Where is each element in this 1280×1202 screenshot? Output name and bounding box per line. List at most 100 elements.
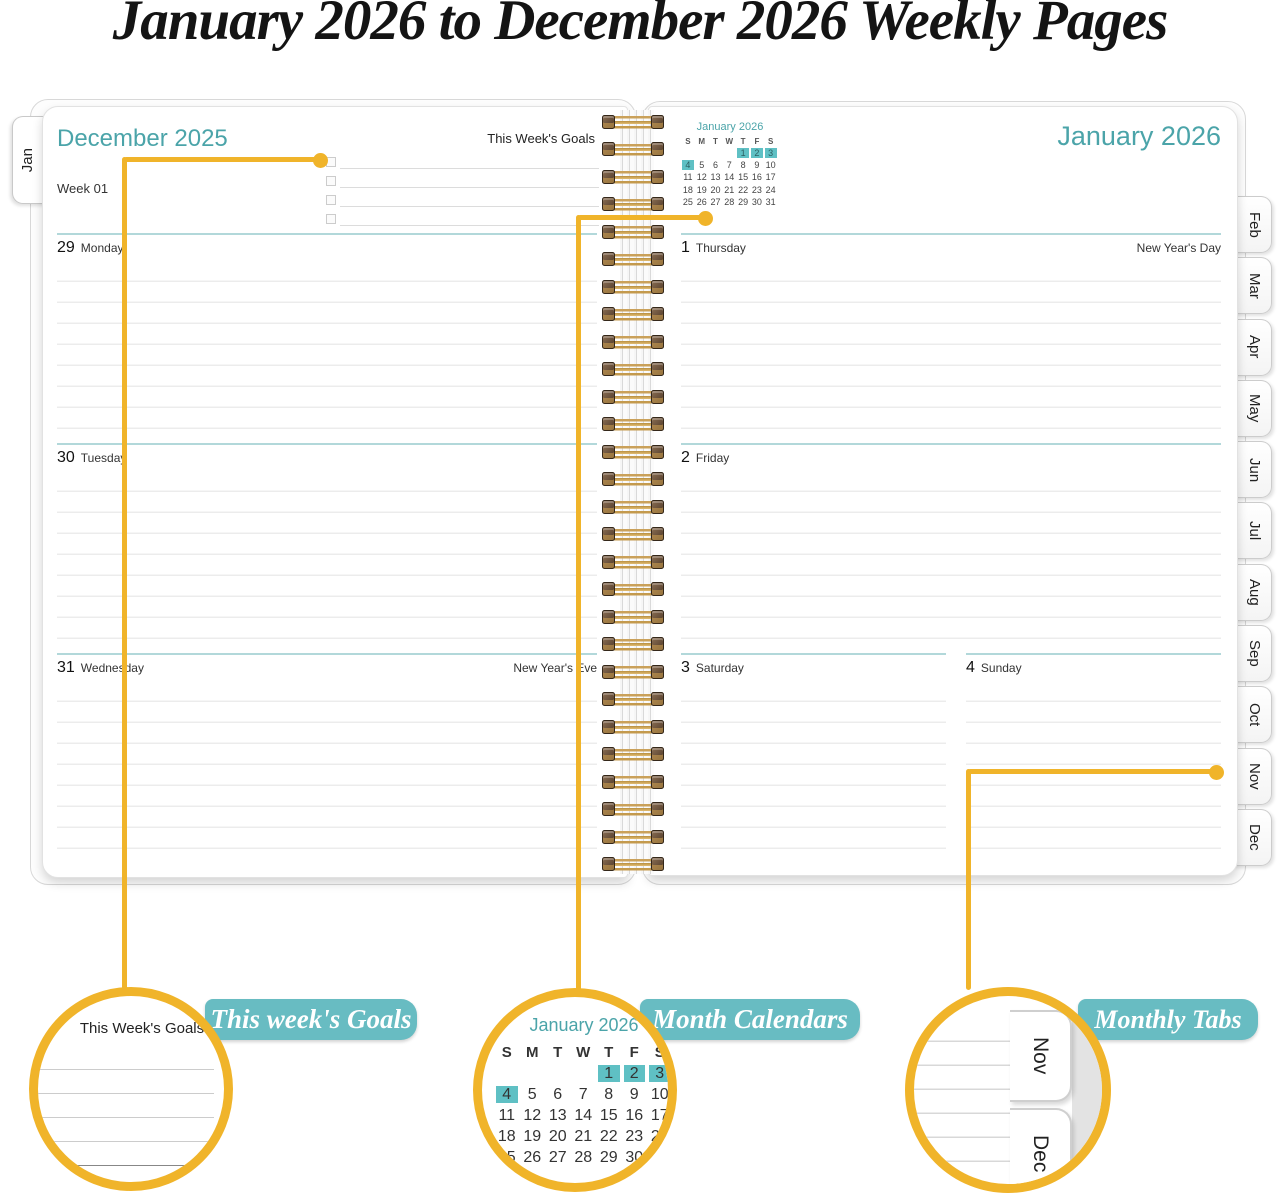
tabs-callout-label: Monthly Tabs (1078, 999, 1258, 1040)
spiral-coil (599, 554, 667, 570)
spiral-coil (599, 636, 667, 652)
spiral-coil (599, 224, 667, 240)
calendar-day-cell: 21 (574, 1128, 593, 1145)
calendar-day-cell: 19 (523, 1128, 542, 1145)
calendar-day-cell: 13 (548, 1107, 567, 1124)
goal-checkbox-row (326, 151, 599, 170)
calendar-day-cell: 2 (749, 147, 764, 160)
calendar-day-cell (709, 147, 723, 159)
calendar-day-cell: 24 (765, 184, 776, 195)
calendar-day-cell: 8 (740, 160, 746, 171)
goals-callout-label: This week's Goals (205, 999, 417, 1040)
day-name: Thursday (695, 241, 746, 255)
month-tab-jan-label: Jan (19, 147, 36, 173)
goals-callout-line (124, 157, 320, 162)
tabs-preview-column: Nov Dec (1010, 1010, 1072, 1184)
calendar-day-cell: 14 (724, 172, 735, 183)
spiral-coil (599, 196, 667, 212)
spiral-coil (599, 389, 667, 405)
spiral-coil (599, 664, 667, 680)
calendar-day-cell: 9 (629, 1086, 639, 1103)
tabs-callout-dot (1208, 764, 1224, 780)
calendar-day-cell: 17 (650, 1107, 669, 1124)
calendar-day-cell: 3 (763, 147, 778, 160)
calendar-day-cell: 18 (682, 184, 693, 195)
calendar-day-cell: 10 (650, 1086, 669, 1103)
day-number: 4 (966, 659, 975, 676)
calendar-day-cell: 21 (724, 184, 735, 195)
holiday-note: New Year's Day (1136, 241, 1221, 255)
goals-callout-line (121, 157, 127, 990)
day-section-wednesday: 31 Wednesday New Year's Eve (57, 653, 597, 865)
spiral-coil (599, 114, 667, 129)
calendar-day-cell: 12 (523, 1107, 542, 1124)
holiday-note: New Year's Eve (513, 661, 597, 675)
calendar-day-cell: 3 (647, 1063, 668, 1084)
goals-title: This Week's Goals (487, 131, 595, 146)
spiral-coil (599, 691, 667, 707)
day-number: 3 (681, 659, 690, 676)
calendar-day-cell: 1 (596, 1063, 622, 1084)
calendar-day-cell (681, 147, 695, 159)
month-tab-preview: Dec (1010, 1108, 1072, 1184)
calendar-day-cell (695, 147, 709, 159)
day-section-thursday: 1 Thursday New Year's Day (681, 233, 1221, 443)
tabs-zoom-circle: Nov Dec (905, 987, 1111, 1193)
week-label: Week 01 (57, 181, 109, 196)
calendar-day-cell: 29 (738, 196, 749, 207)
calendar-day-cell: 19 (696, 184, 707, 195)
goals-preview-lines (38, 1046, 214, 1182)
ruled-lines (57, 261, 597, 441)
mini-calendar-days: 1 2 3 4 5 6 7 8 9 10 11 12 13 14 15 16 17 18 19 20 21 22 23 24 2… (681, 147, 779, 208)
ruled-lines (681, 471, 1221, 651)
day-section-saturday: 3 Saturday (681, 653, 946, 865)
goal-checkbox-row (326, 189, 599, 208)
spiral-coil (599, 829, 667, 845)
spiral-coil (599, 774, 667, 790)
spiral-coil (599, 609, 667, 625)
calendar-day-cell: 26 (696, 196, 707, 207)
spiral-coil (599, 444, 667, 460)
day-section-tuesday: 30 Tuesday (57, 443, 597, 653)
calendar-callout-line (578, 215, 705, 220)
spiral-coil (599, 471, 667, 487)
spiral-coil (599, 746, 667, 762)
calendar-day-cell: 16 (625, 1107, 644, 1124)
spiral-coil (599, 416, 667, 432)
calendar-day-cell: 31 (765, 196, 776, 207)
calendar-day-cell: 15 (599, 1107, 618, 1124)
goals-preview-title: This Week's Goals (79, 1020, 205, 1037)
day-name: Monday (80, 241, 124, 255)
spiral-coil (599, 279, 667, 295)
calendar-day-cell: 23 (625, 1128, 644, 1145)
calendar-day-cell: 9 (754, 160, 760, 171)
day-section-monday: 29 Monday (57, 233, 597, 443)
calendar-day-cell: 27 (710, 196, 721, 207)
calendar-day-cell: 11 (498, 1107, 516, 1124)
calendar-day-cell: 30 (625, 1149, 644, 1166)
tabs-callout-line (968, 769, 1216, 774)
goal-checkbox-row (326, 170, 599, 189)
calendar-day-cell: 22 (738, 184, 749, 195)
day-section-friday: 2 Friday (681, 443, 1221, 653)
tabs-callout-line (965, 769, 971, 990)
calendar-day-cell: 31 (650, 1149, 669, 1166)
calendar-day-cell: 16 (751, 172, 762, 183)
spiral-coil (599, 526, 667, 542)
calendar-day-cell: 25 (497, 1149, 516, 1166)
mini-calendar-title: January 2026 (696, 121, 764, 133)
calendar-day-cell: 6 (712, 160, 718, 171)
month-tab-preview: Nov (1010, 1010, 1072, 1102)
ruled-lines (681, 681, 946, 863)
day-number: 31 (57, 659, 75, 676)
goals-callout-dot (312, 152, 328, 168)
day-number: 1 (681, 239, 690, 256)
left-page: December 2025 Week 01 This Week's Goals … (42, 106, 628, 878)
goals-zoom-circle: This Week's Goals (29, 987, 233, 1191)
